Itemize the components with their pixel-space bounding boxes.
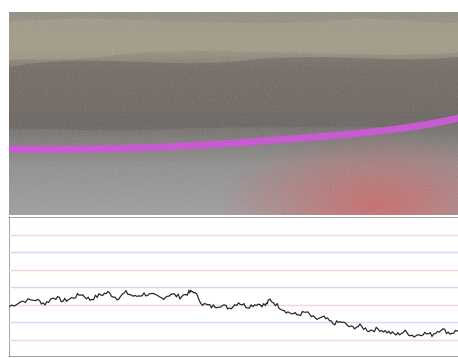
profile-series-line xyxy=(9,288,458,338)
profile-svg xyxy=(9,217,458,357)
core-photo-svg xyxy=(9,12,458,215)
band-lines xyxy=(9,234,458,342)
profile-chart xyxy=(9,217,458,357)
core-sample-photo xyxy=(9,12,458,215)
marker-line xyxy=(9,114,458,153)
texture-noise xyxy=(9,12,458,215)
